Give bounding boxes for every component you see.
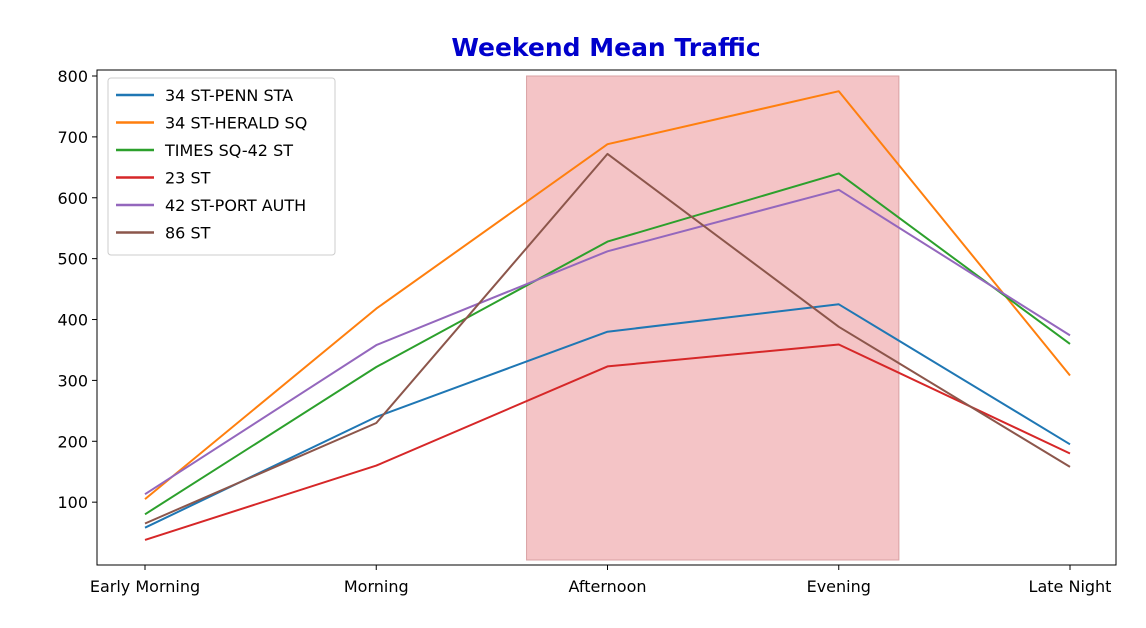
- y-axis: 100 200 300 400 500 600 700 800: [57, 67, 97, 512]
- x-tick-label: Morning: [344, 577, 409, 596]
- x-tick-label: Early Morning: [90, 577, 200, 596]
- legend-label: 34 ST-HERALD SQ: [165, 114, 307, 133]
- x-tick-label: Late Night: [1029, 577, 1112, 596]
- legend: 34 ST-PENN STA 34 ST-HERALD SQ TIMES SQ-42…: [107, 77, 336, 256]
- y-tick-label: 600: [57, 189, 88, 208]
- legend-label: 34 ST-PENN STA: [165, 86, 293, 105]
- legend-box: [107, 77, 336, 256]
- legend-label: 42 ST-PORT AUTH: [165, 196, 306, 215]
- y-tick-label: 100: [57, 493, 88, 512]
- y-tick-label: 300: [57, 371, 88, 390]
- highlight-band: [526, 75, 900, 561]
- x-axis: Early Morning Morning Afternoon Evening Late…: [90, 565, 1112, 596]
- y-tick-label: 500: [57, 250, 88, 269]
- y-tick-label: 800: [57, 67, 88, 86]
- plot-area-frame: [96, 69, 1117, 566]
- chart-title: Weekend Mean Traffic: [451, 33, 760, 62]
- series-line-6: [144, 152, 1071, 525]
- y-tick-label: 700: [57, 128, 88, 147]
- legend-label: 23 ST: [165, 169, 211, 188]
- y-tick-label: 200: [57, 432, 88, 451]
- x-tick-label: Afternoon: [569, 577, 647, 596]
- x-tick-label: Evening: [807, 577, 871, 596]
- legend-label: TIMES SQ-42 ST: [164, 141, 293, 160]
- series-line-4: [144, 343, 1071, 541]
- highlight-band-layer: [526, 75, 900, 561]
- legend-label: 86 ST: [165, 224, 211, 243]
- series-line-1: [144, 303, 1071, 529]
- y-tick-label: 400: [57, 311, 88, 330]
- series-line-2: [144, 90, 1071, 500]
- series-line-3: [144, 172, 1071, 516]
- series-lines: [144, 90, 1071, 541]
- series-line-5: [144, 188, 1071, 496]
